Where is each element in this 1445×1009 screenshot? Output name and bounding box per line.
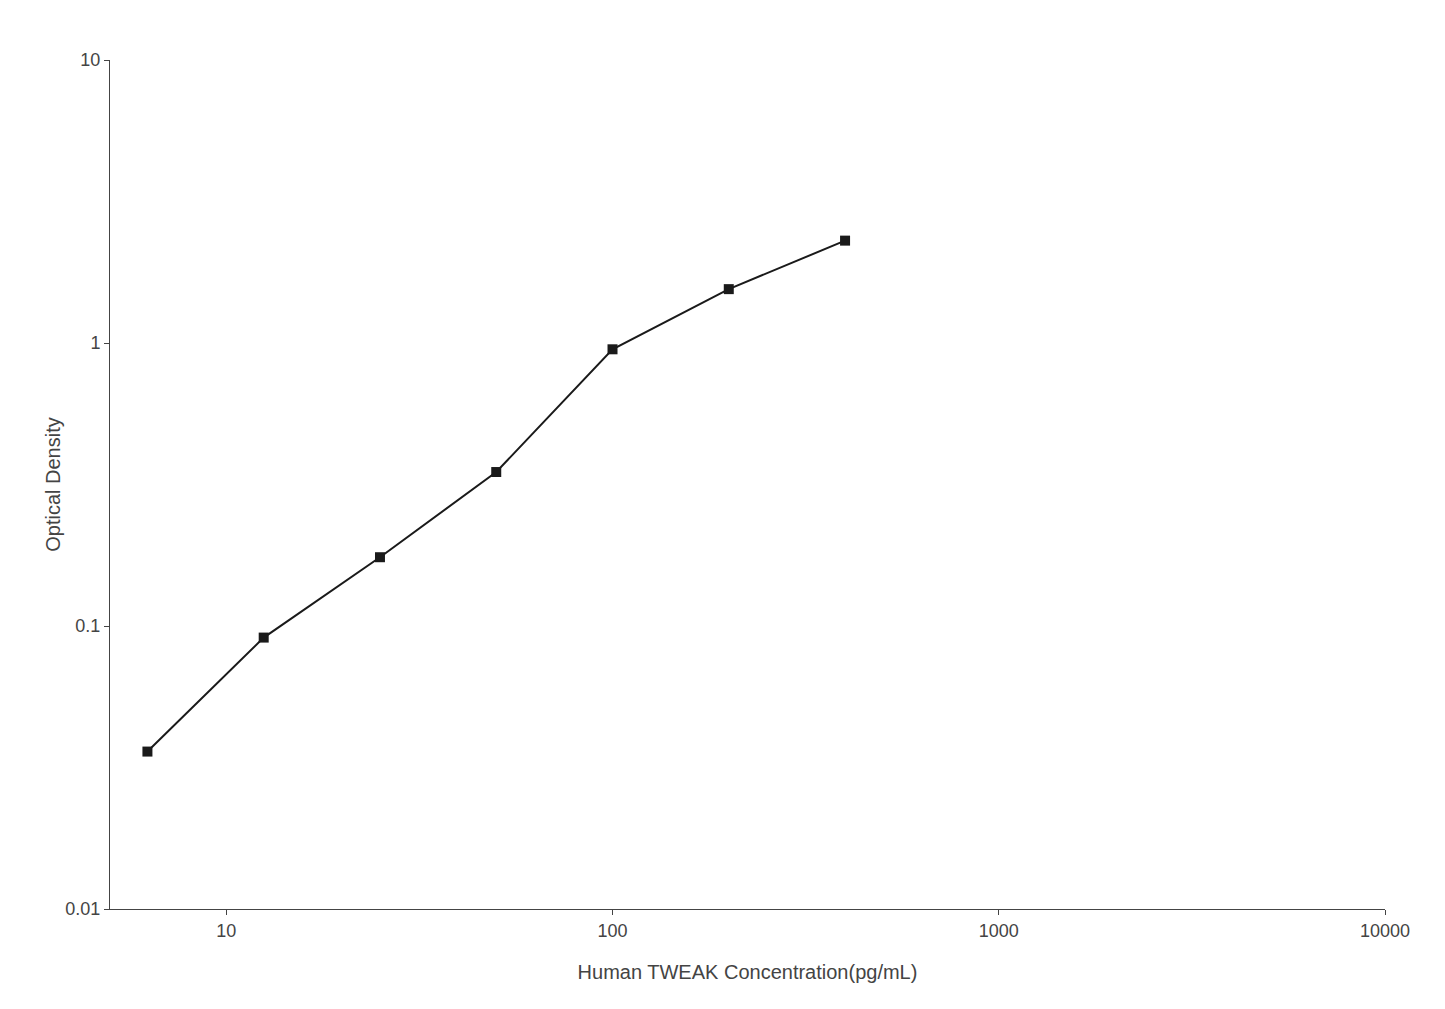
svg-text:1: 1 [90,333,100,353]
svg-text:1000: 1000 [979,921,1019,941]
svg-text:0.01: 0.01 [65,899,100,919]
svg-text:10000: 10000 [1360,921,1410,941]
svg-text:10: 10 [216,921,236,941]
svg-text:10: 10 [80,50,100,70]
svg-text:100: 100 [597,921,627,941]
svg-text:Optical Density: Optical Density [42,417,64,552]
svg-text:Human TWEAK Concentration(pg/m: Human TWEAK Concentration(pg/mL) [578,961,918,983]
svg-text:0.1: 0.1 [75,616,100,636]
